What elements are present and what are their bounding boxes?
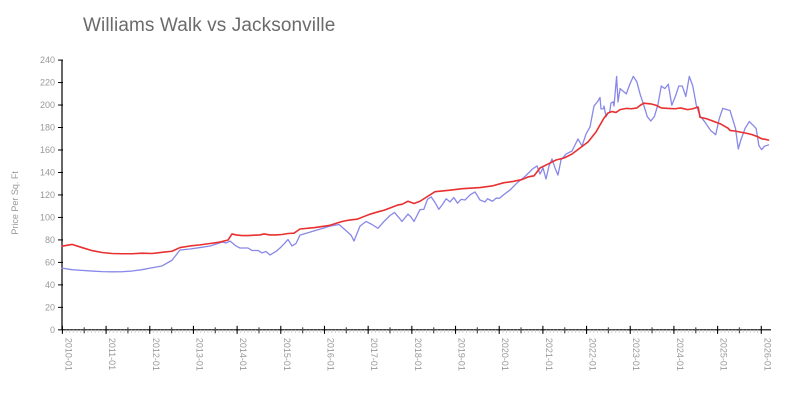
svg-text:240: 240 xyxy=(40,55,55,65)
svg-text:80: 80 xyxy=(45,235,55,245)
svg-text:2015-01: 2015-01 xyxy=(282,338,292,371)
svg-text:2022-01: 2022-01 xyxy=(588,338,598,371)
svg-text:2025-01: 2025-01 xyxy=(719,338,729,371)
svg-text:2026-01: 2026-01 xyxy=(762,338,772,371)
svg-text:40: 40 xyxy=(45,280,55,290)
svg-text:2017-01: 2017-01 xyxy=(369,338,379,371)
svg-text:2011-01: 2011-01 xyxy=(107,338,117,370)
svg-text:100: 100 xyxy=(40,212,55,222)
svg-text:140: 140 xyxy=(40,167,55,177)
svg-text:20: 20 xyxy=(45,302,55,312)
svg-text:2019-01: 2019-01 xyxy=(457,338,467,371)
svg-text:220: 220 xyxy=(40,78,55,88)
svg-text:2016-01: 2016-01 xyxy=(325,338,335,371)
svg-text:2013-01: 2013-01 xyxy=(194,338,204,371)
svg-text:200: 200 xyxy=(40,100,55,110)
svg-text:180: 180 xyxy=(40,123,55,133)
svg-text:2023-01: 2023-01 xyxy=(631,338,641,371)
svg-text:60: 60 xyxy=(45,257,55,267)
svg-text:2012-01: 2012-01 xyxy=(151,338,161,371)
svg-text:2021-01: 2021-01 xyxy=(544,338,554,371)
svg-text:2020-01: 2020-01 xyxy=(500,338,510,371)
svg-text:0: 0 xyxy=(50,325,55,335)
svg-text:2024-01: 2024-01 xyxy=(675,338,685,371)
svg-text:Price Per Sq. Ft: Price Per Sq. Ft xyxy=(10,171,20,235)
svg-text:160: 160 xyxy=(40,145,55,155)
svg-text:2010-01: 2010-01 xyxy=(63,338,73,371)
svg-text:2018-01: 2018-01 xyxy=(413,338,423,371)
svg-text:2014-01: 2014-01 xyxy=(238,338,248,371)
svg-text:120: 120 xyxy=(40,190,55,200)
